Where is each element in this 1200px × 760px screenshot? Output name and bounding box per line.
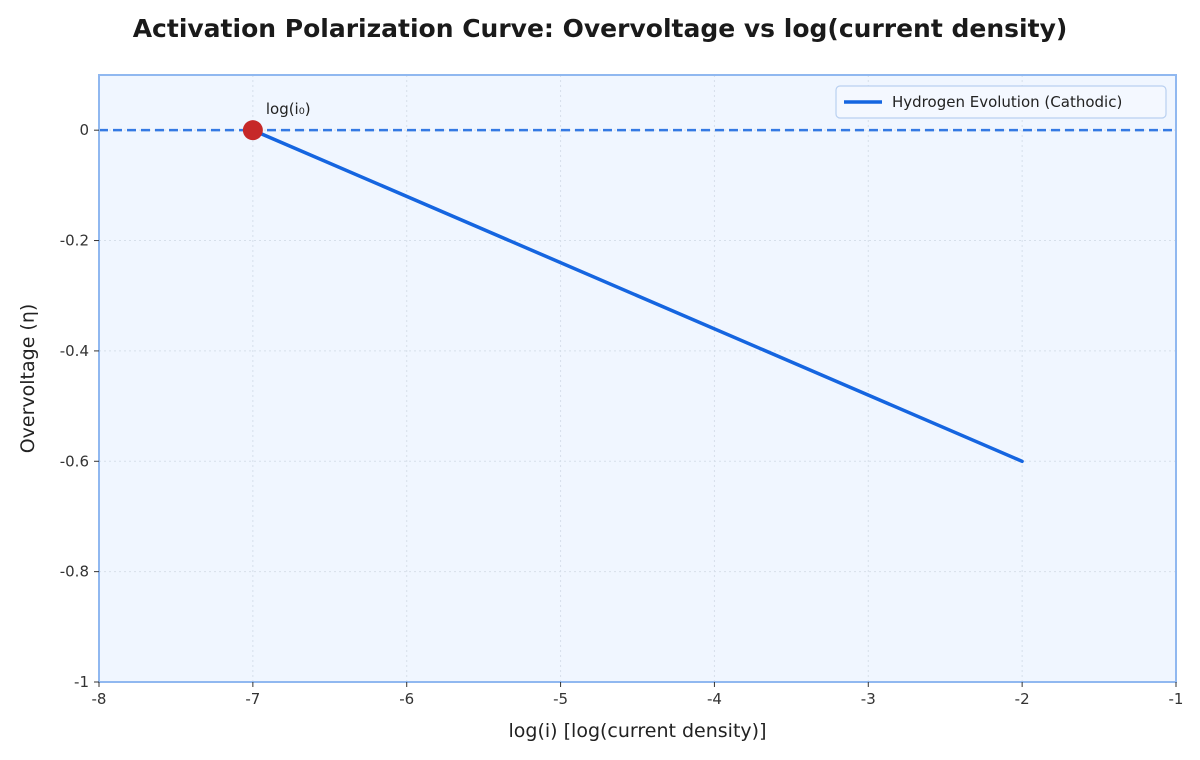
y-tick-label: -0.2 [60,232,89,250]
y-axis-title: Overvoltage (η) [17,304,39,454]
x-axis-title: log(i) [log(current density)] [509,720,767,742]
x-tick-label: -3 [861,690,876,708]
series-layer [251,128,1024,464]
legend-label: Hydrogen Evolution (Cathodic) [892,93,1122,111]
x-tick-label: -4 [707,690,722,708]
x-tick-label: -2 [1015,690,1030,708]
x-tick-label: -8 [92,690,107,708]
exchange-current-marker [242,120,263,141]
x-tick-label: -7 [245,690,260,708]
legend: Hydrogen Evolution (Cathodic) [835,85,1167,119]
chart-title: Activation Polarization Curve: Overvolta… [132,14,1068,43]
series-line-hydrogen-evolution [251,128,1024,464]
x-tick-label: -1 [1169,690,1184,708]
plot-border [98,74,1177,683]
y-tick-label: 0 [79,121,89,139]
y-tick-label: -0.4 [60,342,89,360]
y-tick-label: -1 [74,673,89,691]
y-tick-label: -0.8 [60,563,89,581]
x-tick-label: -6 [399,690,414,708]
tick-layer: -8 -7 -6 -5 -4 -3 -2 -1 0 -0.2 -0.4 -0.6 -0.8 -1 [60,121,1184,708]
x-tick-label: -5 [553,690,568,708]
exchange-current-label: log(i₀) [266,100,311,118]
y-tick-label: -0.6 [60,452,89,470]
legend-box [835,85,1167,119]
plot-area [99,75,1176,682]
annotation-layer: log(i₀) [242,100,311,141]
